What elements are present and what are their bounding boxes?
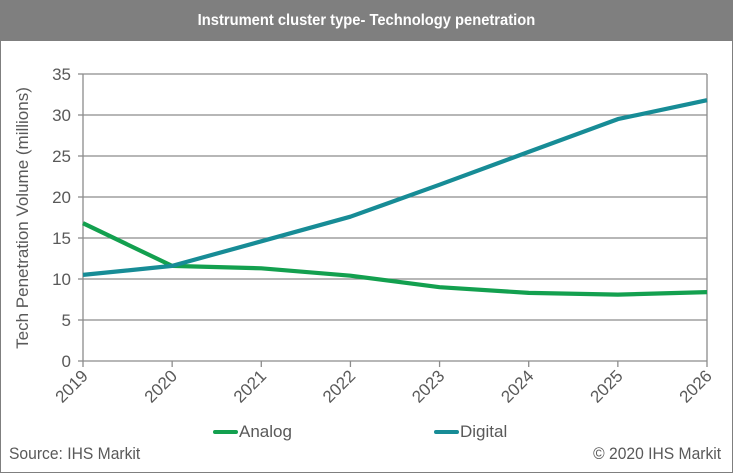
title-band: Instrument cluster type- Technology pene… — [0, 0, 733, 41]
x-tick-label: 2025 — [587, 366, 627, 406]
x-tick-label: 2023 — [408, 366, 448, 406]
series-lines — [82, 98, 708, 297]
y-tick-label: 35 — [52, 65, 71, 84]
copyright-note: © 2020 IHS Markit — [592, 444, 721, 463]
legend-swatch-digital — [434, 430, 459, 434]
source-note: Source: IHS Markit — [9, 444, 141, 463]
y-tick-label: 20 — [52, 188, 71, 207]
axes — [82, 74, 708, 362]
y-axis-label: Tech Penetration Volume (millions) — [13, 87, 32, 349]
legend-item-analog: Analog — [213, 420, 292, 444]
x-axis-ticks: 2019 2020 2021 2022 2023 2024 2025 2026 — [52, 361, 716, 407]
y-axis-ticks: 0 5 10 15 20 25 30 35 — [52, 65, 83, 371]
gridlines — [83, 73, 707, 321]
series-line-analog — [82, 221, 708, 297]
chart-title: Instrument cluster type- Technology pene… — [197, 11, 536, 29]
x-tick-label: 2019 — [52, 366, 92, 406]
y-tick-label: 5 — [62, 311, 71, 330]
series-line-digital — [82, 98, 708, 277]
legend-swatch-analog — [213, 430, 238, 434]
y-tick-label: 10 — [52, 270, 71, 289]
x-tick-label: 2022 — [319, 366, 359, 406]
y-tick-label: 15 — [52, 229, 71, 248]
x-tick-label: 2024 — [497, 366, 537, 406]
y-tick-label: 25 — [52, 147, 71, 166]
legend-label-analog: Analog — [239, 422, 292, 441]
x-tick-label: 2026 — [676, 366, 716, 406]
legend-item-digital: Digital — [434, 420, 507, 444]
y-tick-label: 0 — [62, 352, 71, 371]
legend-label-digital: Digital — [460, 422, 508, 441]
y-tick-label: 30 — [52, 106, 71, 125]
x-tick-label: 2020 — [141, 366, 181, 406]
x-tick-label: 2021 — [230, 366, 270, 406]
